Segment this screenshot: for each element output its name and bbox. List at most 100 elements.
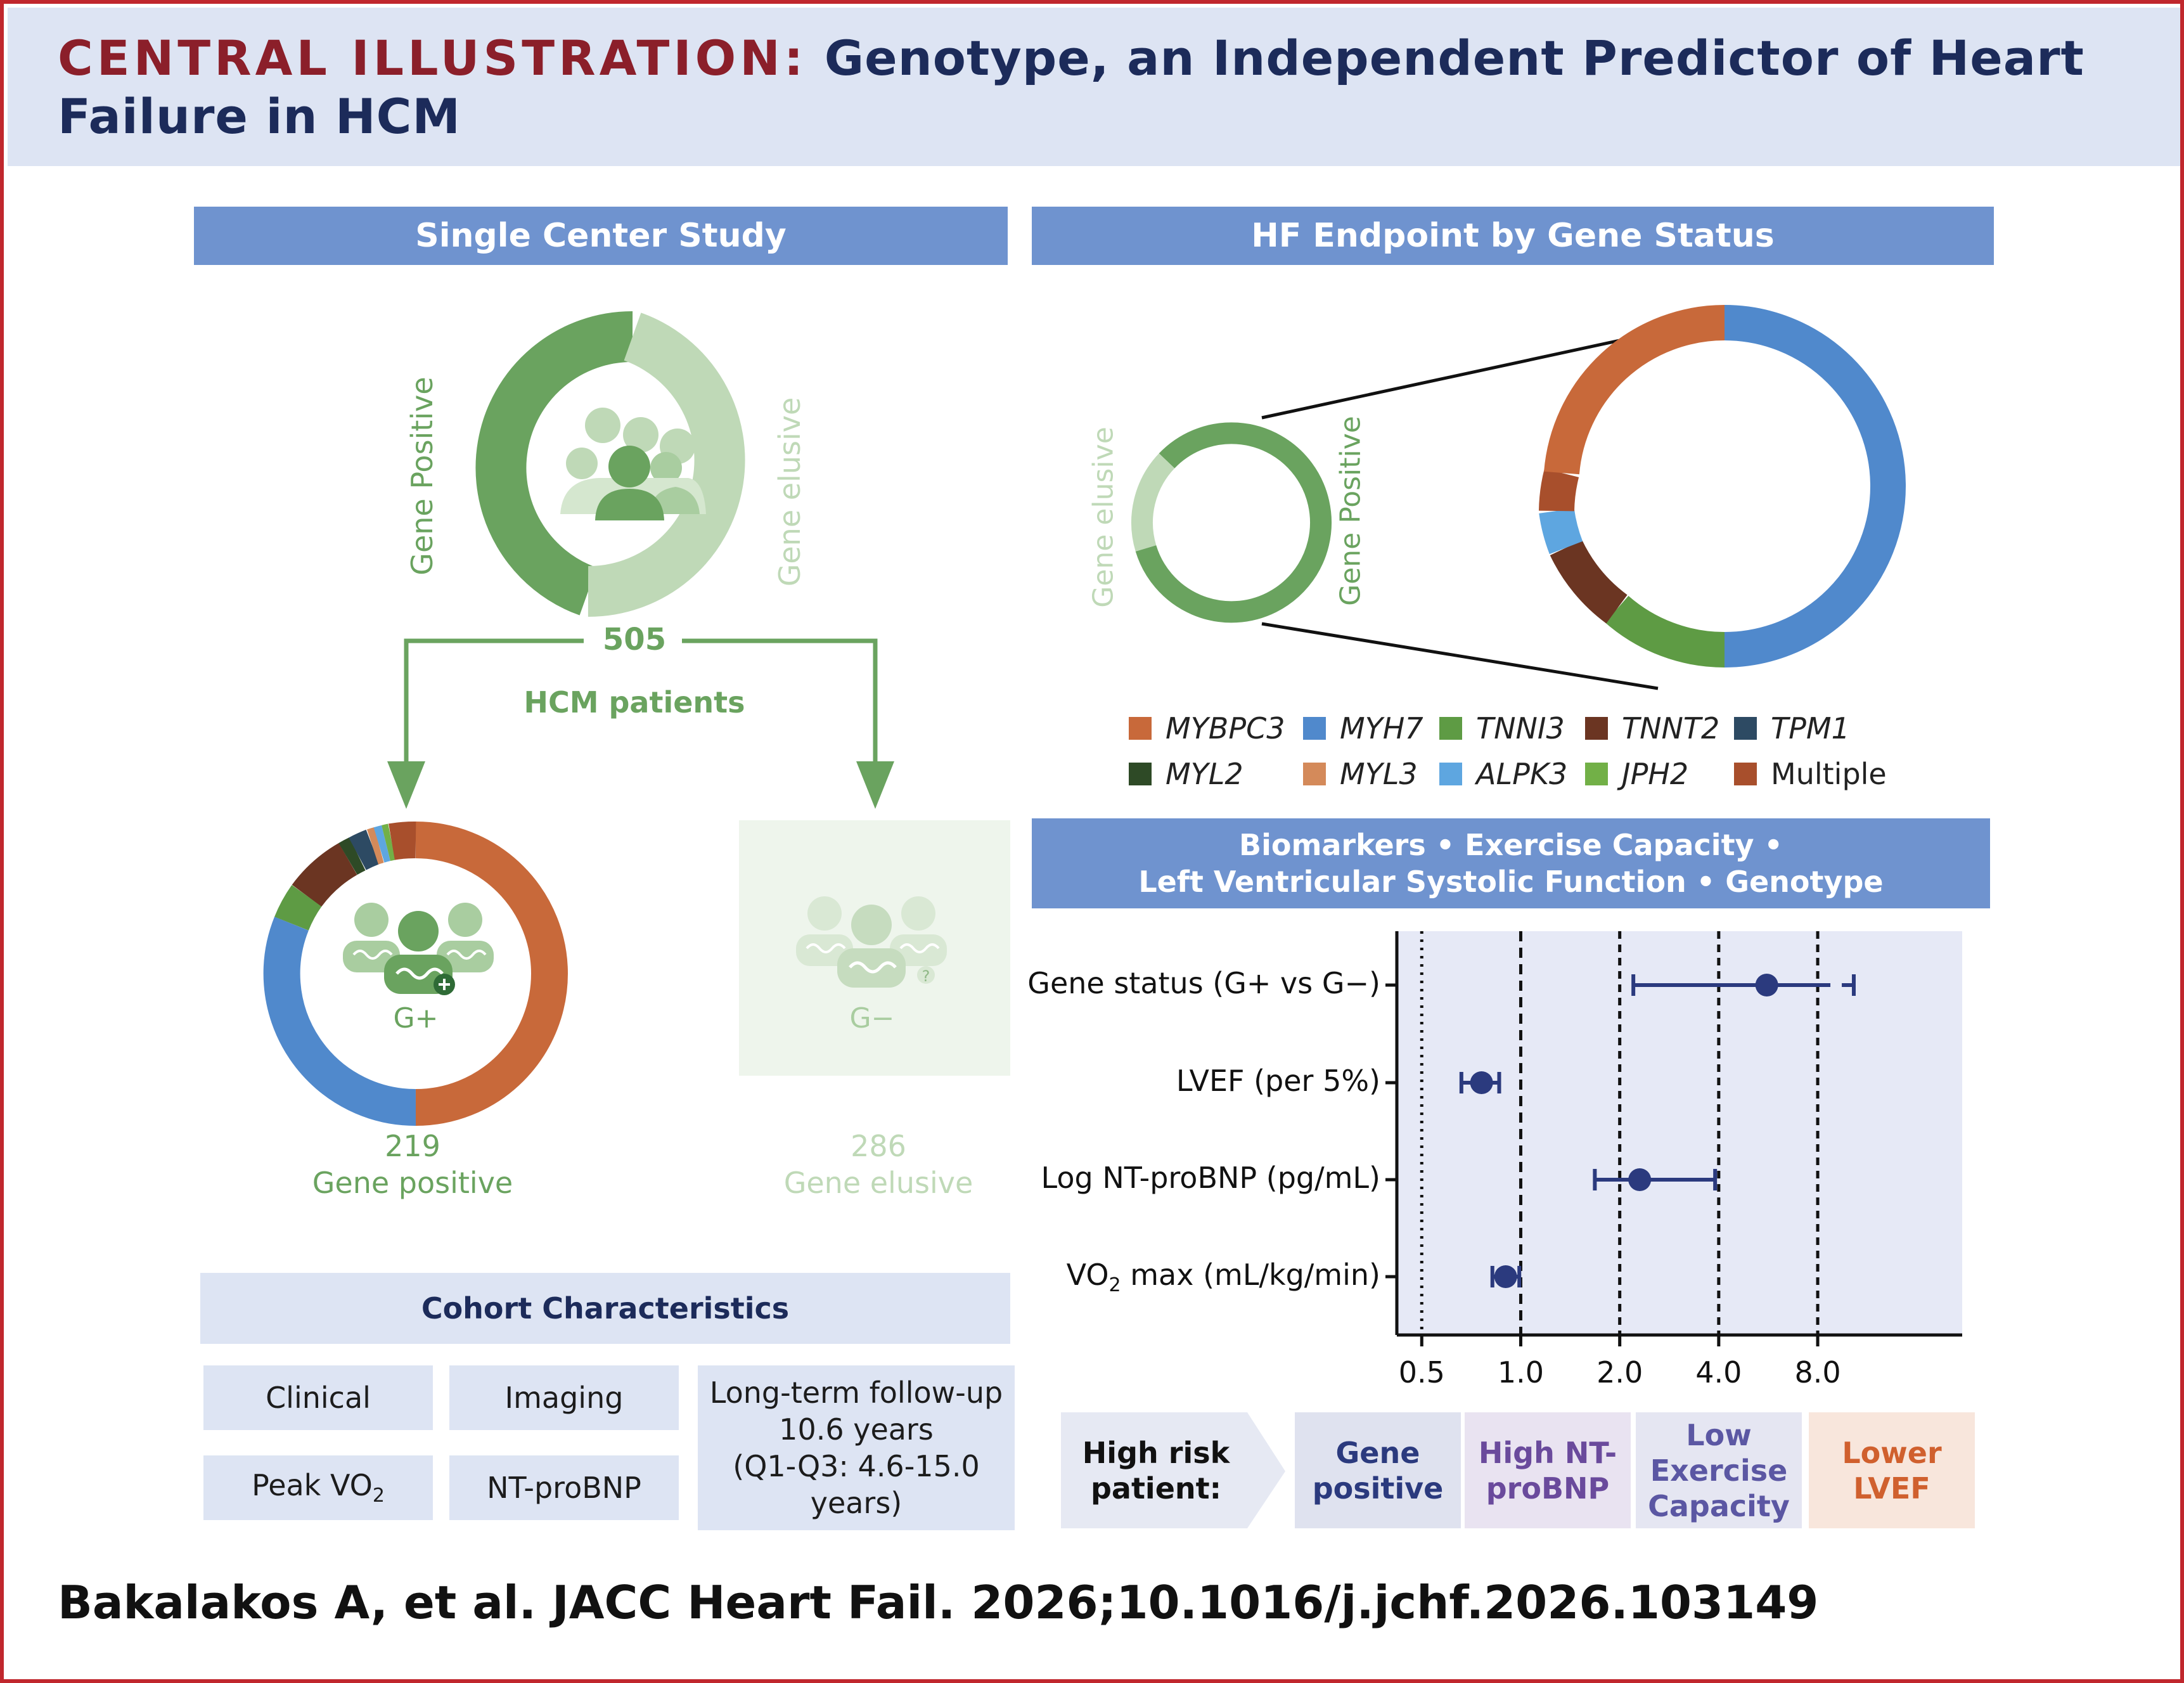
gene-elusive-people-icon: ? <box>796 896 947 988</box>
forest-plot: 0.5 1.0 2.0 4.0 8.0 <box>1385 931 1962 1390</box>
x-tick-label-0: 0.5 <box>1399 1355 1445 1390</box>
legend-item-multiple: Multiple <box>1734 756 1887 792</box>
left-diagram: ? <box>263 311 1010 1126</box>
x-tick-label-3: 4.0 <box>1695 1355 1742 1390</box>
cohort-followup: Long-term follow-up 10.6 years (Q1-Q3: 4… <box>698 1365 1015 1530</box>
gplus-seg-mybpc3 <box>415 822 568 1126</box>
risk-box-line: High NT- <box>1478 1435 1617 1470</box>
title-line2: Failure in HCM <box>58 88 461 145</box>
small-ring-elusive <box>1131 453 1175 551</box>
x-tick-label-4: 8.0 <box>1794 1355 1840 1390</box>
risk-box-line: Gene <box>1335 1435 1420 1470</box>
cohort-peak-vo2: Peak VO2 <box>203 1455 433 1520</box>
gminus-label: G− <box>849 1002 895 1035</box>
cohort-peak-vo2-label: Peak VO2 <box>252 1468 385 1507</box>
legend-swatch <box>1303 763 1326 785</box>
legend-swatch <box>1439 763 1462 785</box>
cohort-imaging-label: Imaging <box>504 1381 624 1415</box>
header-band <box>8 8 2180 166</box>
legend-item-tnni3: TNNI3 <box>1439 711 1565 746</box>
big-seg-tnnt2 <box>1550 539 1628 624</box>
legend-swatch <box>1303 717 1326 740</box>
big-seg-myh7 <box>1724 305 1906 667</box>
estimate-point-3 <box>1494 1265 1517 1288</box>
big-gene-ring <box>1539 305 1906 667</box>
cohort-clinical-label: Clinical <box>266 1381 371 1415</box>
small-ring-positive <box>1135 422 1332 623</box>
forest-title-line2: Left Ventricular Systolic Function • Gen… <box>1138 865 1884 899</box>
risk-box-line: positive <box>1312 1471 1444 1506</box>
hf-endpoint-title: HF Endpoint by Gene Status <box>1032 207 1994 265</box>
positive-label: Gene positive <box>312 1166 513 1200</box>
gplus-seg-tpm1 <box>349 829 380 870</box>
citation: Bakalakos A, et al. JACC Heart Fail. 202… <box>58 1576 1819 1629</box>
forest-row-label-2: Log NT-proBNP (pg/mL) <box>1041 1161 1380 1195</box>
ring-gene-positive-segment <box>475 311 633 616</box>
legend-swatch <box>1585 763 1608 785</box>
legend-swatch <box>1129 763 1152 785</box>
forest-title: Biomarkers • Exercise Capacity • Left Ve… <box>1032 818 1990 908</box>
gplus-seg-myl3 <box>366 827 384 865</box>
legend-swatch <box>1585 717 1608 740</box>
risk-box-line: LVEF <box>1853 1471 1930 1506</box>
legend-item-myh7: MYH7 <box>1303 711 1423 746</box>
legend-swatch <box>1129 717 1152 740</box>
legend-label: ALPK3 <box>1476 757 1568 791</box>
legend-label: TPM1 <box>1771 711 1850 745</box>
cohort-characteristics-title: Cohort Characteristics <box>200 1273 1010 1344</box>
risk-lead-label: High risk patient: <box>1061 1412 1251 1528</box>
estimate-point-2 <box>1628 1168 1652 1191</box>
legend-label: TNNT2 <box>1622 711 1720 745</box>
overall-cohort-ring <box>475 311 745 617</box>
followup-line1: Long-term follow-up <box>709 1376 1003 1410</box>
hf-endpoint-diagram <box>1131 305 1906 690</box>
forest-row-label-0: Gene status (G+ vs G−) <box>1027 966 1380 1000</box>
zoom-line-top <box>1261 330 1659 420</box>
risk-box-line: proBNP <box>1486 1471 1610 1506</box>
big-seg-mybpc3 <box>1544 305 1725 475</box>
elusive-label: Gene elusive <box>783 1166 973 1200</box>
x-tick-label-1: 1.0 <box>1498 1355 1544 1390</box>
gplus-seg-myl2 <box>338 837 366 875</box>
estimate-point-0 <box>1755 974 1778 996</box>
cohort-imaging: Imaging <box>449 1365 679 1430</box>
gplus-seg-jph2 <box>382 823 395 861</box>
total-count: 505 <box>602 622 667 657</box>
gene-positive-composition-ring <box>263 822 568 1126</box>
risk-box-line: Capacity <box>1648 1488 1790 1523</box>
risk-lead-line1: High risk <box>1082 1435 1230 1470</box>
risk-box-line: Low <box>1686 1417 1752 1452</box>
followup-line3: (Q1-Q3: 4.6-15.0 years) <box>733 1449 980 1520</box>
legend-item-alpk3: ALPK3 <box>1439 756 1567 792</box>
cohort-clinical: Clinical <box>203 1365 433 1430</box>
legend-label: MYH7 <box>1340 711 1423 745</box>
page-title: CENTRAL ILLUSTRATION: Genotype, an Indep… <box>58 29 2149 146</box>
risk-box-line: Exercise <box>1650 1453 1788 1488</box>
gplus-seg-tnni3 <box>274 885 322 931</box>
legend-item-tpm1: TPM1 <box>1734 711 1850 746</box>
followup-line2: 10.6 years <box>779 1412 934 1447</box>
svg-text:?: ? <box>922 967 930 985</box>
small-ring <box>1131 422 1332 623</box>
gplus-seg-tnnt2 <box>292 842 358 907</box>
risk-lead-arrow <box>1061 1412 1285 1528</box>
single-center-title: Single Center Study <box>194 207 1008 265</box>
legend-label: MYL3 <box>1340 757 1418 791</box>
risk-box-0: Gene positive <box>1295 1412 1461 1528</box>
estimate-point-1 <box>1470 1071 1493 1094</box>
risk-box-3: Lower LVEF <box>1809 1412 1975 1528</box>
legend-label: MYL2 <box>1166 757 1243 791</box>
legend-label: JPH2 <box>1622 757 1689 791</box>
positive-count: 219 <box>385 1129 440 1163</box>
big-seg-alpk3 <box>1539 508 1583 555</box>
legend-swatch <box>1734 717 1757 740</box>
title-prefix: CENTRAL ILLUSTRATION: <box>58 30 807 86</box>
cohort-ntprobnp-label: NT-proBNP <box>487 1471 641 1505</box>
risk-box-2: Low Exercise Capacity <box>1636 1412 1802 1528</box>
zoom-line-bottom <box>1261 622 1659 690</box>
people-group-icon <box>560 408 706 520</box>
forest-row-label-3: VO2 max (mL/kg/min) <box>1066 1258 1380 1297</box>
legend-swatch <box>1439 717 1462 740</box>
gplus-seg-myh7 <box>263 917 416 1126</box>
